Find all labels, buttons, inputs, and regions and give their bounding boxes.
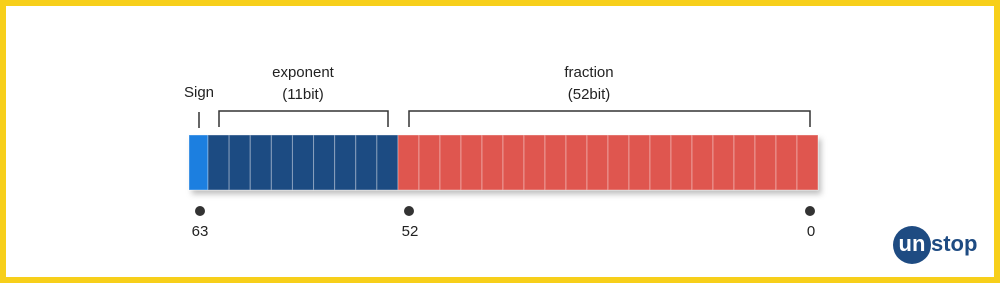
bit-cell <box>565 134 588 191</box>
bit-cell <box>712 134 735 191</box>
bit-cell <box>523 134 546 191</box>
bit-cell <box>228 134 251 191</box>
sign-label: Sign <box>184 84 214 101</box>
bit-cell <box>439 134 462 191</box>
bit-cells <box>188 134 819 191</box>
bit-cell <box>481 134 504 191</box>
fraction-bracket <box>408 110 811 127</box>
bit-cell <box>334 134 357 191</box>
bit-cell <box>270 134 293 191</box>
bit-cell <box>249 134 272 191</box>
bit-cell <box>670 134 693 191</box>
bit-cell <box>796 134 819 191</box>
bit-cell <box>691 134 714 191</box>
exponent-label: exponent <box>272 64 335 81</box>
position-dot <box>195 206 205 216</box>
bit-cell <box>355 134 378 191</box>
bit-cell <box>607 134 630 191</box>
bit-cell <box>586 134 609 191</box>
position-dot <box>404 206 414 216</box>
bit-cell <box>754 134 777 191</box>
position-dot <box>805 206 815 216</box>
bit-cell <box>418 134 441 191</box>
fraction-bits: (52bit) <box>568 86 611 103</box>
exponent-bits: (11bit) <box>282 86 323 103</box>
bit-cell <box>733 134 756 191</box>
bit-cell <box>313 134 336 191</box>
position-label: 0 <box>807 223 815 240</box>
position-label: 63 <box>192 223 209 240</box>
bit-cell <box>628 134 651 191</box>
logo-text: un <box>899 231 926 256</box>
position-label: 52 <box>402 223 419 240</box>
exponent-bracket <box>218 110 389 127</box>
fraction-label: fraction <box>564 64 613 81</box>
bit-cell <box>502 134 525 191</box>
bit-cell <box>649 134 672 191</box>
logo: un stop <box>893 226 977 264</box>
bit-cell <box>460 134 483 191</box>
logo-text: stop <box>931 231 977 256</box>
bit-cell <box>775 134 798 191</box>
bit-cell <box>188 134 209 191</box>
bit-cell <box>207 134 230 191</box>
logo-circle <box>893 226 931 264</box>
bit-cell <box>544 134 567 191</box>
bit-cell <box>291 134 315 191</box>
bit-cell <box>376 134 399 191</box>
bit-cell <box>397 134 420 191</box>
